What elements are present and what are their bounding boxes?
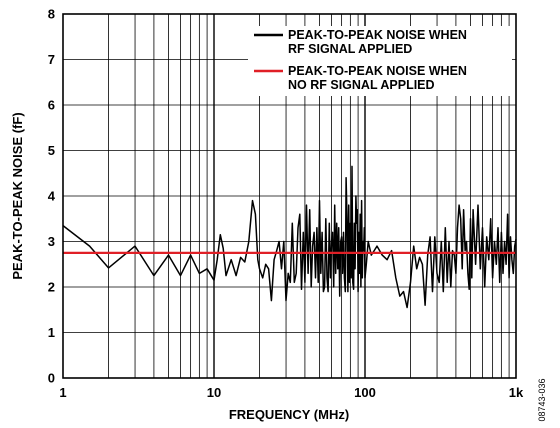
y-tick-label: 0 xyxy=(48,371,55,386)
legend: PEAK-TO-PEAK NOISE WHEN RF SIGNAL APPLIE… xyxy=(248,26,512,96)
plot-frame xyxy=(62,13,517,379)
x-tick-label: 1k xyxy=(509,385,524,400)
x-axis-label: FREQUENCY (MHz) xyxy=(229,407,349,422)
y-tick-label: 7 xyxy=(48,52,55,67)
legend-line-4: NO RF SIGNAL APPLIED xyxy=(288,78,435,92)
y-tick-label: 8 xyxy=(48,7,55,22)
figure-id: 08743-036 xyxy=(537,378,547,421)
x-tick-label: 10 xyxy=(207,385,221,400)
x-tick-label: 1 xyxy=(59,385,66,400)
legend-line-2: RF SIGNAL APPLIED xyxy=(288,42,412,56)
legend-line-3: PEAK-TO-PEAK NOISE WHEN xyxy=(288,64,467,78)
y-tick-label: 3 xyxy=(48,234,55,249)
y-tick-label: 2 xyxy=(48,280,55,295)
y-tick-label: 1 xyxy=(48,325,55,340)
y-tick-label: 6 xyxy=(48,98,55,113)
legend-box xyxy=(248,26,512,96)
series-layer xyxy=(62,165,517,309)
x-tick-label: 100 xyxy=(354,385,376,400)
y-tick-label: 5 xyxy=(48,143,55,158)
grid xyxy=(63,14,516,378)
y-axis-label: PEAK-TO-PEAK NOISE (fF) xyxy=(10,112,25,279)
y-tick-label: 4 xyxy=(48,189,56,204)
legend-label-rf-applied: PEAK-TO-PEAK NOISE WHEN RF SIGNAL APPLIE… xyxy=(288,28,470,56)
legend-label-no-rf: PEAK-TO-PEAK NOISE WHEN NO RF SIGNAL APP… xyxy=(288,64,470,92)
legend-line-1: PEAK-TO-PEAK NOISE WHEN xyxy=(288,28,467,42)
